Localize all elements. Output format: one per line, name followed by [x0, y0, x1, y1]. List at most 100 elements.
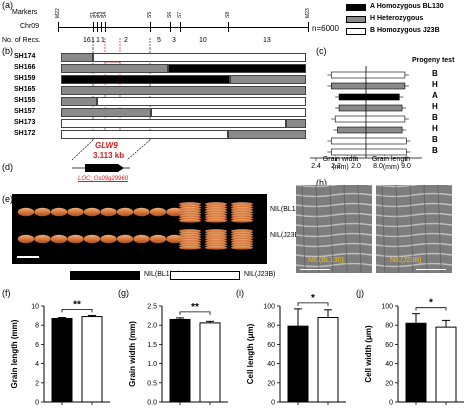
y-tick-label: 20 [267, 380, 275, 387]
c-length-bar [365, 104, 403, 112]
sem-ridge [376, 202, 452, 208]
sem-ridge [376, 185, 452, 188]
genotype-segment [93, 53, 306, 62]
line-name: SH159 [14, 75, 36, 82]
legend-text-bl130: NIL(BL130) [144, 271, 180, 278]
y-tick-label: 2.0 [147, 323, 157, 330]
genotype-segment [61, 75, 230, 84]
y-axis-label: Cell length (μm) [246, 323, 255, 384]
marker-tick [180, 22, 181, 32]
significance-bracket [415, 307, 447, 311]
genotype-segment [168, 64, 306, 73]
sem-wall [381, 185, 386, 273]
grain [116, 234, 134, 244]
sem-ridge [376, 252, 452, 258]
genotype-segment [61, 64, 168, 73]
chart-cell-length: 0 20 40 60 80 100 Cell length (μm) * [246, 293, 346, 407]
chart-grain-width: 0.0 0.5 1.0 1.5 2.0 2.5 Grain width (mm) ** [128, 302, 228, 407]
gene-arrow [85, 164, 124, 172]
sem-wall [437, 185, 442, 273]
genotype-segment [151, 108, 306, 117]
c-tick-right: 8.0 [373, 163, 383, 170]
c-length-bar [365, 137, 407, 145]
legend-swatch-bl130 [70, 271, 140, 280]
grain [149, 234, 167, 244]
grain [83, 234, 101, 244]
significance-mark: ** [73, 299, 81, 310]
grain [83, 207, 101, 217]
y-tick-label: 80 [267, 323, 275, 330]
grain [34, 234, 51, 244]
recs-label: No. of Recs. [2, 37, 41, 44]
legend-swatch-j23b [170, 271, 240, 280]
grain [34, 207, 51, 217]
genotype-segment [97, 97, 306, 106]
line-name: SH155 [14, 97, 36, 104]
y-tick-label: 6 [35, 342, 39, 349]
significance-mark: * [429, 298, 433, 309]
connector-left-lower [71, 139, 94, 161]
e-label-bottom: NIL(J23B) [270, 232, 302, 239]
sem-wall [357, 185, 362, 273]
genotype-segment [61, 130, 228, 139]
c-xlabel-right: Grain length (mm) [371, 156, 411, 171]
panel-label-c: (c) [316, 46, 327, 56]
progeny-result: H [432, 124, 438, 133]
significance-mark: * [311, 293, 315, 304]
y-tick-label: 100 [263, 304, 275, 311]
genotype-segment [286, 119, 306, 128]
sem-ridge [296, 202, 372, 208]
sem-image-bl130 [296, 185, 372, 273]
y-tick-label: 10 [31, 304, 39, 311]
y-tick-label: 60 [385, 342, 393, 349]
recombinant-count: 5 [157, 37, 161, 44]
c-width-bar [331, 82, 367, 90]
grain-side [205, 219, 227, 223]
grain-side [179, 219, 201, 223]
c-length-bar [365, 93, 400, 101]
chart-cell-width: 0 20 40 60 80 100 Cell width (μm) * [364, 298, 464, 407]
sem-scale-bar-right [416, 269, 446, 270]
grain [100, 234, 117, 244]
sem-image-j23b [376, 185, 452, 273]
panel-c-chart: 2.4 2.2 2.0 8.0 9.0 [310, 66, 422, 170]
legend-swatch [346, 28, 366, 35]
c-width-bar [331, 148, 367, 156]
c-width-bar [338, 93, 367, 101]
grain-side [179, 246, 201, 250]
progeny-result: B [432, 113, 438, 122]
grain [166, 234, 183, 244]
sem-ridge [296, 252, 372, 258]
chromosome-line [58, 27, 308, 28]
panel-label-h: (h) [316, 178, 327, 188]
marker-tick [97, 22, 98, 32]
grain-photo [12, 194, 267, 264]
genotype-segment [61, 86, 306, 95]
y-axis-label: Grain length (mm) [10, 319, 19, 388]
y-tick-label: 2.5 [147, 304, 157, 311]
sem-ridge [376, 192, 452, 198]
grain [133, 207, 150, 217]
sem-scale-bar-left [300, 269, 330, 270]
gene-name: GLW9 [95, 141, 118, 150]
gene-locus: LOC_Os09g29960 [78, 176, 129, 182]
panel-label-g: (g) [118, 288, 129, 298]
grain [50, 234, 68, 244]
recombinant-count: 13 [263, 37, 271, 44]
y-tick-label: 1.0 [147, 361, 157, 368]
y-tick-label: 8 [35, 323, 39, 330]
c-width-bar [334, 115, 367, 123]
y-tick-label: 40 [267, 361, 275, 368]
c-length-bar [365, 148, 407, 156]
grain [17, 234, 35, 244]
chart-grain-length: 0 2 4 6 8 10 Grain length (mm) ** [10, 299, 110, 407]
y-tick-label: 60 [267, 342, 275, 349]
bar-bl130 [169, 318, 191, 403]
y-axis-label: Cell width (μm) [364, 325, 373, 383]
c-length-bar [365, 71, 406, 79]
sem-wall [423, 185, 428, 273]
sem-wall [343, 185, 348, 273]
y-tick-label: 0.0 [147, 400, 157, 407]
sem-wall [395, 185, 400, 273]
c-xlabel-left: Grain width (mm) [322, 156, 359, 171]
